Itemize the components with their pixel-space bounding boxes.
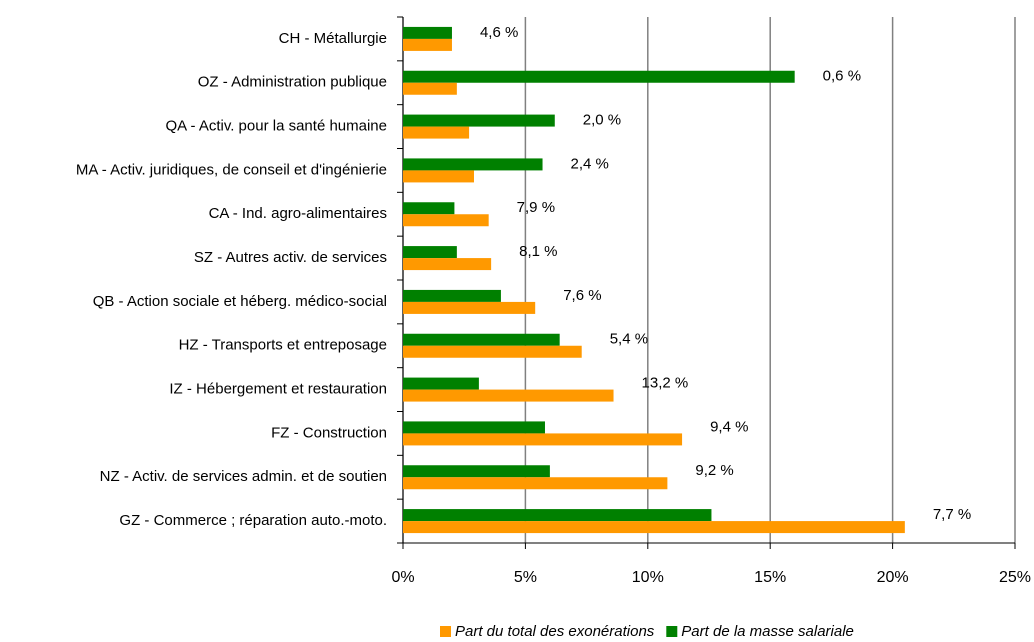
- data-label: 9,2 %: [695, 462, 733, 479]
- y-tick-label: CA - Ind. agro-alimentaires: [209, 205, 387, 222]
- y-tick-label: QB - Action sociale et héberg. médico-so…: [93, 293, 387, 310]
- data-label: 4,6 %: [480, 24, 518, 41]
- bar: [403, 26, 452, 39]
- y-tick-label: CH - Métallurgie: [279, 30, 387, 47]
- data-label: 5,4 %: [610, 331, 648, 348]
- bar: [403, 214, 489, 227]
- data-label: 13,2 %: [642, 375, 689, 392]
- bar: [403, 158, 543, 171]
- x-tick-label: 20%: [877, 569, 909, 586]
- bar: [403, 202, 455, 215]
- y-tick-label: GZ - Commerce ; réparation auto.-moto.: [119, 512, 387, 529]
- bar: [403, 82, 457, 95]
- bar: [403, 289, 501, 302]
- legend-swatch: [666, 626, 678, 637]
- data-label: 2,4 %: [571, 155, 609, 172]
- bar: [403, 70, 795, 83]
- x-tick-label: 25%: [999, 569, 1031, 586]
- bar: [403, 421, 545, 434]
- bar: [403, 170, 474, 183]
- bar: [403, 38, 452, 51]
- y-tick-label: SZ - Autres activ. de services: [194, 249, 387, 266]
- bar: [403, 521, 905, 534]
- bar: [403, 333, 560, 346]
- bar: [403, 126, 470, 139]
- data-label: 8,1 %: [519, 243, 557, 260]
- bar: [403, 301, 536, 314]
- bar: [403, 477, 668, 490]
- bar: [403, 345, 582, 358]
- y-tick-label: IZ - Hébergement et restauration: [169, 381, 387, 398]
- bar: [403, 465, 550, 478]
- y-tick-label: QA - Activ. pour la santé humaine: [165, 118, 387, 135]
- data-label: 7,7 %: [933, 506, 971, 523]
- data-label: 0,6 %: [823, 68, 861, 85]
- legend-label: Part de la masse salariale: [681, 623, 854, 640]
- y-tick-label: HZ - Transports et entreposage: [179, 337, 387, 354]
- bar: [403, 258, 492, 271]
- x-tick-label: 5%: [514, 569, 537, 586]
- data-label: 9,4 %: [710, 418, 748, 435]
- bar: [403, 433, 683, 446]
- y-tick-label: MA - Activ. juridiques, de conseil et d'…: [76, 161, 387, 178]
- legend-swatch: [440, 626, 451, 637]
- bar: [403, 246, 457, 259]
- data-label: 7,6 %: [563, 287, 601, 304]
- x-tick-label: 10%: [632, 569, 664, 586]
- bar: [403, 114, 555, 127]
- y-tick-label: FZ - Construction: [271, 424, 387, 441]
- bar: [403, 509, 712, 522]
- bar: [403, 377, 479, 390]
- y-tick-label: NZ - Activ. de services admin. et de sou…: [100, 468, 387, 485]
- data-label: 2,0 %: [583, 112, 621, 129]
- x-tick-label: 15%: [754, 569, 786, 586]
- data-label: 7,9 %: [517, 199, 555, 216]
- x-tick-label: 0%: [391, 569, 414, 586]
- legend: Part du total des exonérations Part de la…: [440, 623, 854, 640]
- y-tick-label: OZ - Administration publique: [198, 74, 387, 91]
- bar: [403, 389, 614, 402]
- legend-label: Part du total des exonérations: [455, 623, 655, 640]
